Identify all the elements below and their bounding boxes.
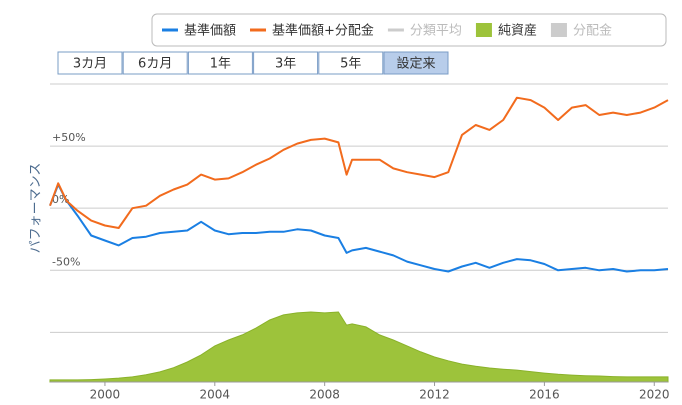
x-tick-label: 2016	[529, 388, 560, 402]
range-button-label[interactable]: 設定来	[396, 56, 435, 72]
legend-label[interactable]: 分配金	[573, 23, 612, 39]
range-button[interactable]	[187, 51, 253, 75]
legend-swatch[interactable]	[475, 23, 492, 37]
range-button-label[interactable]: 1年	[210, 57, 231, 72]
legend-label[interactable]: 基準価額	[184, 23, 236, 39]
range-button[interactable]	[383, 51, 449, 75]
line	[49, 183, 669, 273]
line	[49, 96, 669, 229]
range-button[interactable]	[122, 51, 188, 75]
range-button-label[interactable]: 5年	[340, 57, 361, 72]
x-tick-label: 2020	[639, 388, 670, 402]
y-tick-label: +50%	[52, 131, 86, 144]
area	[49, 311, 669, 383]
range-button-label[interactable]: 3年	[275, 57, 296, 72]
y-axis-title: パフォーマンス	[29, 163, 44, 254]
x-tick-label: 2012	[419, 388, 450, 402]
range-button[interactable]	[318, 51, 384, 75]
legend-label[interactable]: 純資産	[498, 23, 537, 39]
legend-label[interactable]: 分類平均	[410, 24, 462, 39]
range-button[interactable]	[57, 51, 123, 75]
range-button-label[interactable]: 3カ月	[73, 57, 107, 72]
legend-box	[151, 13, 667, 47]
range-button-label[interactable]: 6カ月	[138, 57, 172, 72]
x-tick-label: 2004	[200, 388, 231, 402]
range-button[interactable]	[253, 51, 319, 75]
x-tick-label: 2008	[309, 388, 340, 402]
x-tick-label: 2000	[90, 388, 121, 402]
legend-label[interactable]: 基準価額+分配金	[272, 23, 374, 39]
y-tick-label: -50%	[52, 255, 80, 268]
legend-swatch[interactable]	[550, 23, 567, 37]
